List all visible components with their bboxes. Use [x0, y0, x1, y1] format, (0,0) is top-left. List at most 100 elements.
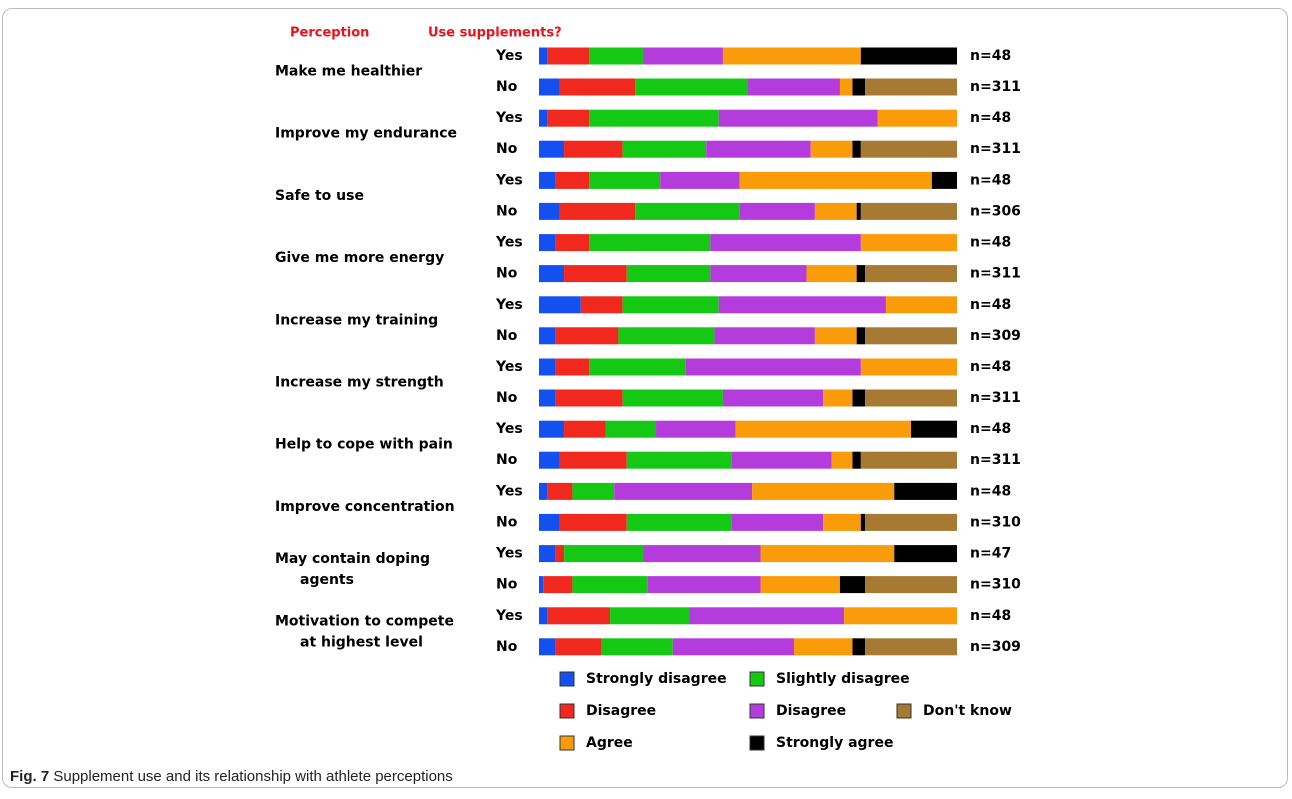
legend-label: Don't know — [923, 703, 1012, 719]
bar-segment — [860, 47, 957, 65]
bar-segment — [706, 140, 811, 158]
group-label: Yes — [495, 110, 523, 126]
bar-segment — [622, 140, 707, 158]
bar-segment — [589, 171, 661, 189]
n-label: n=311 — [970, 390, 1021, 406]
legend-swatch — [749, 735, 765, 751]
category-label: Increase my training — [275, 312, 438, 328]
bar-segment — [865, 513, 957, 531]
bar-segment — [860, 451, 957, 469]
bar-segment — [731, 451, 832, 469]
bar-segment — [564, 420, 606, 438]
caption: Fig. 7 Supplement use and its relationsh… — [10, 768, 453, 785]
bar-segment — [539, 327, 556, 345]
bar-segment — [539, 171, 556, 189]
bar-segment — [580, 296, 623, 314]
bar-segment — [547, 109, 590, 127]
legend-label: Disagree — [776, 703, 846, 719]
bar-segment — [865, 389, 957, 407]
bar-segment — [635, 202, 740, 220]
bar-segment — [589, 109, 719, 127]
n-label: n=48 — [970, 48, 1011, 64]
legend-swatch — [559, 735, 575, 751]
bar-segment — [626, 451, 732, 469]
bar-segment — [823, 389, 853, 407]
bar-segment — [839, 576, 866, 594]
bar-segment — [852, 140, 861, 158]
group-label: No — [496, 452, 518, 468]
bar-segment — [722, 389, 824, 407]
bar-segment — [814, 327, 857, 345]
n-label: n=48 — [970, 608, 1011, 624]
legend-label: Strongly agree — [776, 735, 893, 751]
bar-segment — [547, 607, 611, 625]
bar-segment — [564, 265, 627, 283]
bar-segment — [718, 109, 878, 127]
bar-segment — [539, 482, 548, 500]
bar-segment — [844, 607, 957, 625]
group-label: No — [496, 266, 518, 282]
legend-swatch — [559, 703, 575, 719]
bar-segment — [856, 265, 866, 283]
bar-segment — [626, 265, 711, 283]
group-label: No — [496, 577, 518, 593]
bar-segment — [539, 358, 556, 376]
bar-segment — [831, 451, 853, 469]
group-label: Yes — [495, 608, 523, 624]
bar-segment — [672, 638, 794, 656]
bar-segment — [710, 234, 861, 252]
category-label: Improve my endurance — [275, 126, 457, 142]
bar-segment — [739, 202, 815, 220]
legend-label: Strongly disagree — [586, 671, 727, 687]
bar-segment — [555, 545, 565, 563]
bar-segment — [539, 78, 560, 96]
n-label: n=310 — [970, 514, 1021, 530]
bar-segment — [614, 482, 753, 500]
bar-segment — [555, 171, 590, 189]
bar-segment — [559, 513, 627, 531]
bar-segment — [589, 47, 644, 65]
group-label: No — [496, 390, 518, 406]
bar-segment — [555, 389, 623, 407]
bar-segment — [539, 638, 556, 656]
bar-segment — [564, 140, 623, 158]
bar-segment — [543, 576, 573, 594]
bar-segment — [752, 482, 895, 500]
bar-segment — [618, 327, 715, 345]
bar-segment — [852, 451, 861, 469]
bar-segment — [689, 607, 845, 625]
n-label: n=48 — [970, 483, 1011, 499]
bar-segment — [806, 265, 857, 283]
bar-segment — [865, 327, 957, 345]
group-label: No — [496, 79, 518, 95]
legend-label: Disagree — [586, 703, 656, 719]
bar-segment — [589, 234, 711, 252]
bar-segment — [823, 513, 861, 531]
bar-segment — [539, 451, 560, 469]
bar-segment — [860, 358, 957, 376]
n-label: n=306 — [970, 203, 1021, 219]
bar-segment — [856, 202, 861, 220]
bar-segment — [894, 482, 957, 500]
bar-segment — [635, 78, 748, 96]
bar-segment — [643, 47, 723, 65]
category-label: Help to cope with pain — [275, 437, 453, 453]
bar-segment — [539, 47, 548, 65]
bar-segment — [555, 327, 619, 345]
group-label: No — [496, 328, 518, 344]
bar-segment — [865, 78, 957, 96]
group-label: Yes — [495, 48, 523, 64]
bar-segment — [539, 545, 556, 563]
bar-segment — [735, 420, 912, 438]
bar-segment — [555, 358, 590, 376]
figure-frame — [2, 8, 1288, 788]
bar-segment — [555, 234, 590, 252]
bar-segment — [793, 638, 853, 656]
bar-segment — [626, 513, 732, 531]
legend-swatch — [749, 703, 765, 719]
bar-segment — [539, 420, 565, 438]
bar-segment — [601, 638, 673, 656]
bar-segment — [539, 202, 560, 220]
group-label: No — [496, 639, 518, 655]
